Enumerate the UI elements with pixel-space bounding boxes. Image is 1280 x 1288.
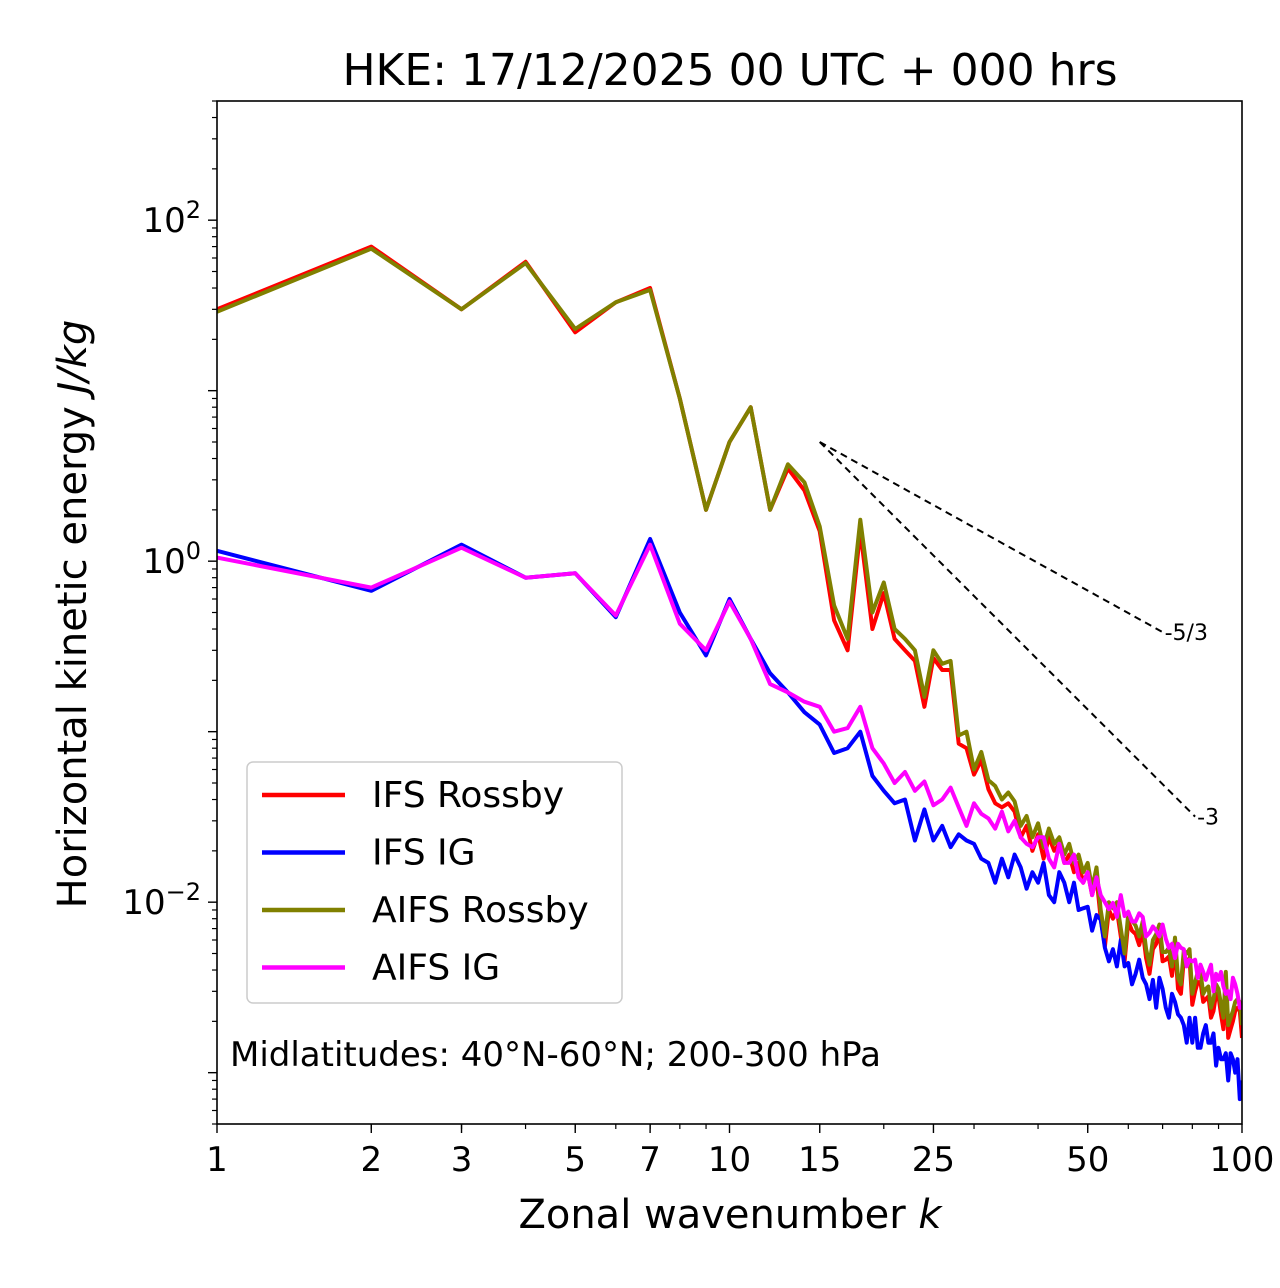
region-annotation: Midlatitudes: 40°N-60°N; 200-300 hPa (230, 1035, 881, 1075)
x-tick-label: 50 (1066, 1140, 1109, 1180)
y-axis-label: Horizontal kinetic energy J/kg (50, 320, 96, 909)
reference-line-label: -5/3 (1165, 621, 1208, 646)
legend-label: AIFS IG (372, 948, 500, 989)
legend-label: AIFS Rossby (372, 890, 589, 931)
series-lines (217, 244, 1242, 1102)
y-tick-label: 10−2 (122, 878, 201, 923)
legend: IFS Rossby IFS IG AIFS Rossby AIFS IG (246, 761, 623, 1004)
x-tick-label: 3 (451, 1140, 473, 1180)
x-tick-label: 2 (360, 1140, 382, 1180)
series-line-ifs-ig (217, 537, 1242, 1102)
legend-items: IFS Rossby IFS IG AIFS Rossby AIFS IG (262, 775, 589, 989)
chart-title: HKE: 17/12/2025 00 UTC + 000 hrs (342, 45, 1117, 96)
legend-label: IFS IG (372, 833, 476, 874)
series-line-aifs-ig (217, 542, 1242, 1010)
reference-line (819, 441, 1196, 818)
y-tick-label: 102 (142, 196, 201, 241)
x-tick-label: 10 (708, 1140, 751, 1180)
x-tick-label: 15 (798, 1140, 841, 1180)
x-tick-label: 5 (564, 1140, 586, 1180)
legend-box (246, 761, 623, 1004)
reference-line-label: -3 (1197, 806, 1219, 831)
legend-label: IFS Rossby (372, 775, 564, 816)
x-tick-label: 100 (1210, 1140, 1275, 1180)
x-axis-label: Zonal wavenumber k (518, 1192, 943, 1238)
reference-slope-lines: -5/3 -3 (819, 441, 1219, 831)
x-tick-label: 25 (912, 1140, 955, 1180)
x-tick-label: 1 (206, 1140, 228, 1180)
plot-area: -5/3 -3 (217, 244, 1242, 1102)
y-tick-label: 100 (142, 537, 201, 582)
reference-line (819, 441, 1164, 633)
y-tick-labels: 102 100 10−2 (122, 196, 201, 923)
x-tick-label: 7 (639, 1140, 661, 1180)
x-tick-labels: 1 2 3 5 7 10 15 25 50 100 (206, 1124, 1274, 1180)
